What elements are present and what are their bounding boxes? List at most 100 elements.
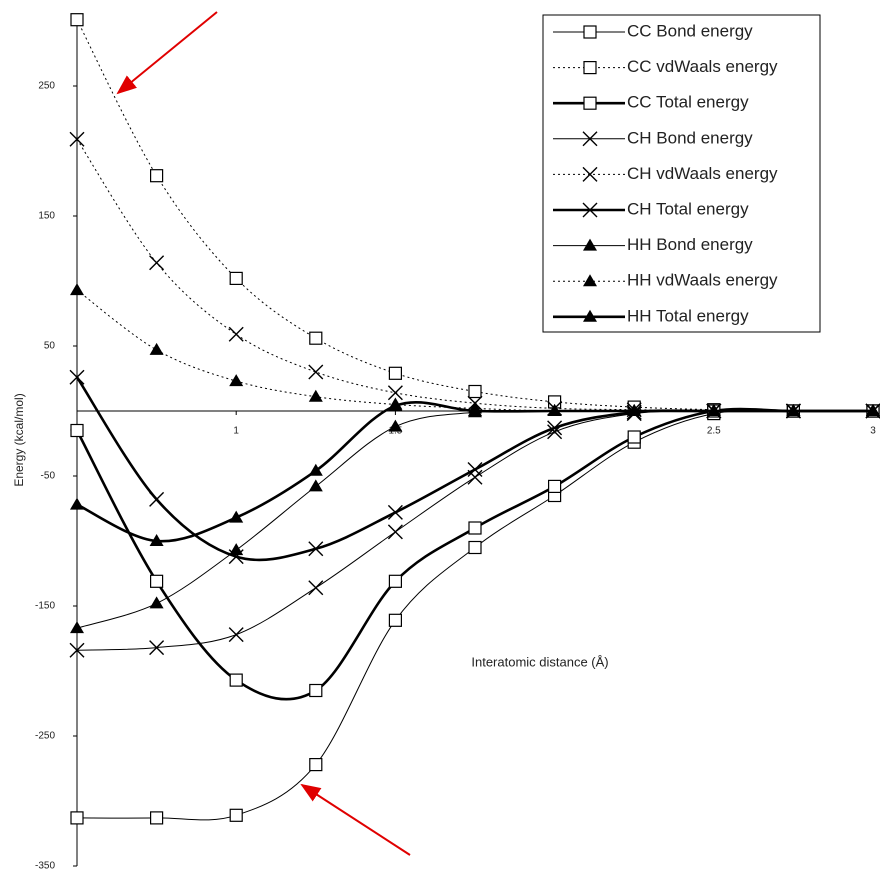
y-tick-label: -350 (35, 861, 55, 872)
data-point (150, 169, 164, 183)
x-tick-label: 2.5 (707, 426, 721, 437)
data-point (308, 479, 323, 492)
legend-label: CH Total energy (627, 199, 749, 218)
data-point (69, 369, 85, 385)
data-point (547, 404, 562, 416)
data-point (706, 404, 721, 416)
data-point (228, 326, 244, 342)
legend-entry: CH Total energy (553, 199, 749, 218)
legend-swatch-marker (583, 25, 597, 39)
data-point (388, 613, 402, 627)
legend-entry: HH Bond energy (553, 235, 753, 254)
data-point (70, 423, 84, 438)
y-tick-label: 150 (38, 211, 55, 222)
data-point (70, 283, 84, 296)
data-point (388, 398, 403, 411)
data-point (229, 808, 243, 822)
data-point (627, 404, 642, 416)
data-point (308, 541, 324, 557)
legend-entry: HH vdWaals energy (553, 271, 778, 290)
legend-swatch-marker (583, 96, 597, 110)
legend-label: CH Bond energy (627, 128, 753, 147)
legend-swatch-marker (582, 166, 598, 182)
data-point (468, 540, 482, 555)
data-point (70, 13, 84, 27)
data-point (229, 543, 244, 556)
data-point (149, 342, 164, 355)
legend-label: HH Bond energy (627, 235, 753, 254)
legend-swatch-marker (583, 60, 597, 75)
data-point (229, 510, 244, 523)
data-point (308, 463, 323, 476)
data-point (69, 642, 85, 658)
data-point (786, 404, 801, 416)
legend-entry: CH vdWaals energy (553, 164, 778, 183)
data-point (309, 757, 323, 772)
data-point (150, 811, 164, 825)
data-point (388, 419, 403, 432)
y-tick-label: 50 (44, 341, 56, 352)
y-tick-label: 250 (38, 81, 55, 92)
data-point (69, 131, 85, 147)
data-point (150, 574, 164, 588)
data-point (627, 430, 641, 444)
legend-swatch-marker (582, 131, 598, 147)
legend-label: CC vdWaals energy (627, 57, 778, 76)
data-point (468, 384, 482, 399)
data-point (229, 673, 243, 687)
legend-swatch-marker (583, 238, 597, 251)
data-point (149, 255, 165, 271)
legend-entry: CC Bond energy (553, 21, 753, 40)
data-point (149, 534, 164, 546)
data-point (309, 331, 323, 345)
data-point (149, 596, 164, 609)
legend-entry: CH Bond energy (553, 128, 753, 147)
series-line (76, 410, 874, 821)
legend-swatch-marker (582, 202, 598, 218)
legend-swatch-marker (583, 274, 597, 287)
annotation-arrow (300, 783, 411, 856)
data-point (70, 621, 84, 634)
data-point (387, 524, 403, 540)
data-point (468, 521, 482, 535)
y-axis-label: Energy (kcal/mol) (12, 393, 26, 486)
data-point (467, 462, 483, 477)
x-tick-label: 1 (233, 426, 239, 437)
data-point (229, 271, 243, 285)
series-line (76, 410, 873, 629)
legend-label: HH Total energy (627, 306, 749, 325)
y-tick-label: -150 (35, 601, 55, 612)
data-point (308, 580, 324, 596)
legend-label: CC Bond energy (627, 21, 753, 40)
data-point (547, 420, 563, 436)
annotation-arrow (116, 11, 218, 95)
data-point (149, 640, 165, 656)
legend-label: CH vdWaals energy (627, 164, 778, 183)
data-point (387, 504, 403, 520)
data-point (308, 364, 324, 380)
series-line (76, 289, 873, 412)
data-point (468, 404, 482, 416)
data-point (70, 497, 84, 510)
legend-entry: CC vdWaals energy (553, 57, 778, 76)
legend-label: CC Total energy (627, 93, 749, 112)
data-point (229, 374, 244, 387)
data-point (387, 385, 403, 401)
data-point (866, 404, 880, 416)
y-tick-label: -50 (41, 471, 56, 482)
data-point (149, 491, 165, 507)
data-point (388, 574, 402, 588)
x-axis-label: Interatomic distance (Å) (471, 654, 608, 669)
data-point (388, 366, 402, 380)
data-point (309, 683, 323, 698)
y-tick-label: -250 (35, 731, 55, 742)
series-line (76, 19, 874, 412)
series-line (76, 401, 873, 543)
data-point (70, 811, 84, 825)
data-point (308, 389, 323, 402)
legend-entry: CC Total energy (553, 93, 749, 112)
legend-swatch-marker (583, 309, 597, 322)
legend-label: HH vdWaals energy (627, 271, 778, 290)
